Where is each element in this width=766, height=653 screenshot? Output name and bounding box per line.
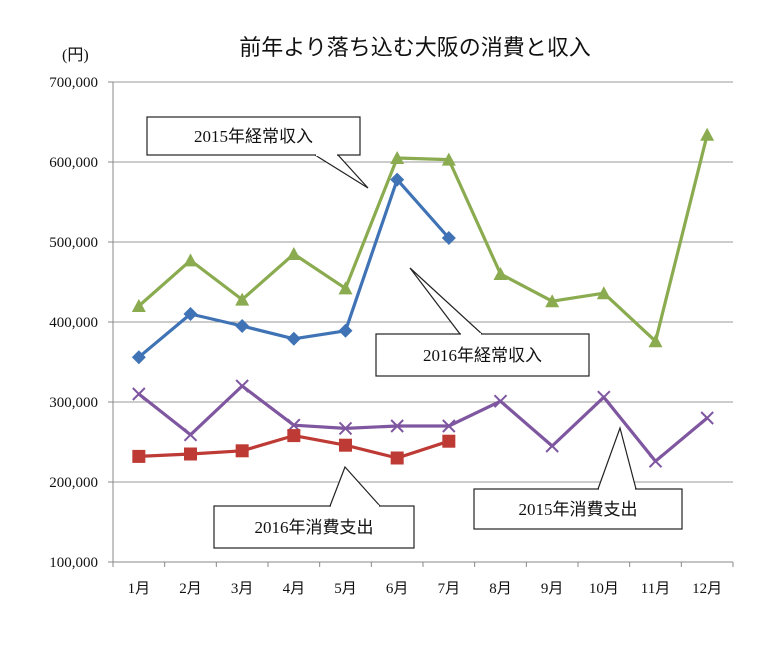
data-point: [441, 152, 456, 166]
data-point: [184, 447, 197, 461]
data-point: [493, 267, 508, 280]
data-point: [338, 323, 353, 338]
data-point: [287, 429, 301, 443]
data-point: [132, 449, 146, 463]
x-tick-label: 5月: [334, 581, 357, 597]
data-point: [596, 286, 611, 300]
callout-pointer: [312, 154, 369, 189]
callout-box: [213, 505, 415, 549]
data-point: [648, 334, 663, 348]
axes: 100,000 200,000 300,000 400,000 500,000 600,0…: [49, 75, 734, 597]
callout-box: [146, 116, 361, 156]
data-point: [390, 172, 405, 187]
data-point: [493, 394, 508, 408]
y-tick-label: 700,000: [49, 75, 98, 91]
series-layer: [131, 127, 715, 468]
series-1: [131, 127, 715, 348]
y-tick-label: 600,000: [49, 155, 98, 171]
data-point: [235, 292, 250, 306]
y-tick-label: 400,000: [49, 315, 98, 331]
data-point: [441, 231, 456, 245]
data-point: [131, 350, 146, 365]
y-axis-unit: (円): [62, 47, 89, 64]
callout-box: [375, 333, 590, 377]
data-point: [597, 390, 611, 404]
data-point: [390, 151, 405, 164]
data-point: [390, 419, 404, 433]
data-point: [545, 439, 559, 453]
series-line: [137, 178, 451, 359]
x-tick-label: 2月: [179, 581, 202, 597]
y-tick-label: 500,000: [49, 235, 98, 251]
data-point: [183, 253, 198, 267]
callouts: 2015年経常収入 2016年経常収入 2016年消費支出 2015年消費支出: [146, 116, 683, 549]
data-point: [442, 419, 456, 433]
x-tick-label: 8月: [489, 581, 512, 597]
x-tick-label: 4月: [283, 581, 306, 597]
series-2: [131, 172, 456, 365]
callout-1: 2015年経常収入: [146, 116, 369, 189]
data-point: [286, 247, 301, 260]
data-point: [183, 428, 198, 442]
callout-3: 2016年消費支出: [213, 465, 415, 549]
y-tick-label: 100,000: [49, 555, 98, 571]
callout-pointer: [597, 425, 637, 490]
data-point: [339, 438, 352, 452]
legend-label: 2016年経常収入: [423, 346, 542, 365]
data-point: [183, 307, 198, 321]
series-line: [137, 134, 709, 343]
callout-pointer: [329, 465, 382, 507]
legend-label: 2016年消費支出: [255, 518, 374, 537]
data-point: [700, 411, 714, 425]
callout-2: 2016年経常収入: [375, 267, 590, 377]
data-point: [286, 331, 301, 346]
series-3: [132, 379, 714, 468]
data-point: [235, 379, 249, 393]
data-point: [390, 451, 404, 465]
x-tick-label: 9月: [541, 581, 564, 597]
data-point: [700, 127, 715, 141]
data-point: [442, 434, 456, 448]
legend-label: 2015年経常収入: [194, 127, 313, 146]
series-4: [132, 429, 456, 465]
data-point: [131, 299, 146, 312]
x-tick-label: 10月: [589, 581, 619, 597]
callout-4: 2015年消費支出: [473, 425, 683, 530]
series-line: [137, 384, 709, 463]
data-point: [545, 294, 560, 308]
y-tick-label: 200,000: [49, 475, 98, 491]
y-tick-label: 300,000: [49, 395, 98, 411]
data-point: [338, 281, 353, 295]
x-tick-label: 6月: [386, 581, 409, 597]
data-point: [338, 421, 353, 436]
data-point: [235, 444, 249, 458]
x-tick-label: 12月: [692, 581, 722, 597]
x-tick-label: 7月: [438, 581, 461, 597]
data-point: [648, 454, 663, 468]
data-point: [132, 387, 146, 401]
x-tick-label: 11月: [641, 581, 670, 597]
x-tick-label: 3月: [231, 581, 254, 597]
legend-label: 2015年消費支出: [519, 500, 638, 519]
x-tick-label: 1月: [128, 581, 151, 597]
callout-pointer: [409, 267, 484, 335]
callout-box: [473, 488, 683, 530]
chart-title: 前年より落ち込む大阪の消費と収入: [239, 36, 591, 61]
data-point: [235, 319, 250, 333]
